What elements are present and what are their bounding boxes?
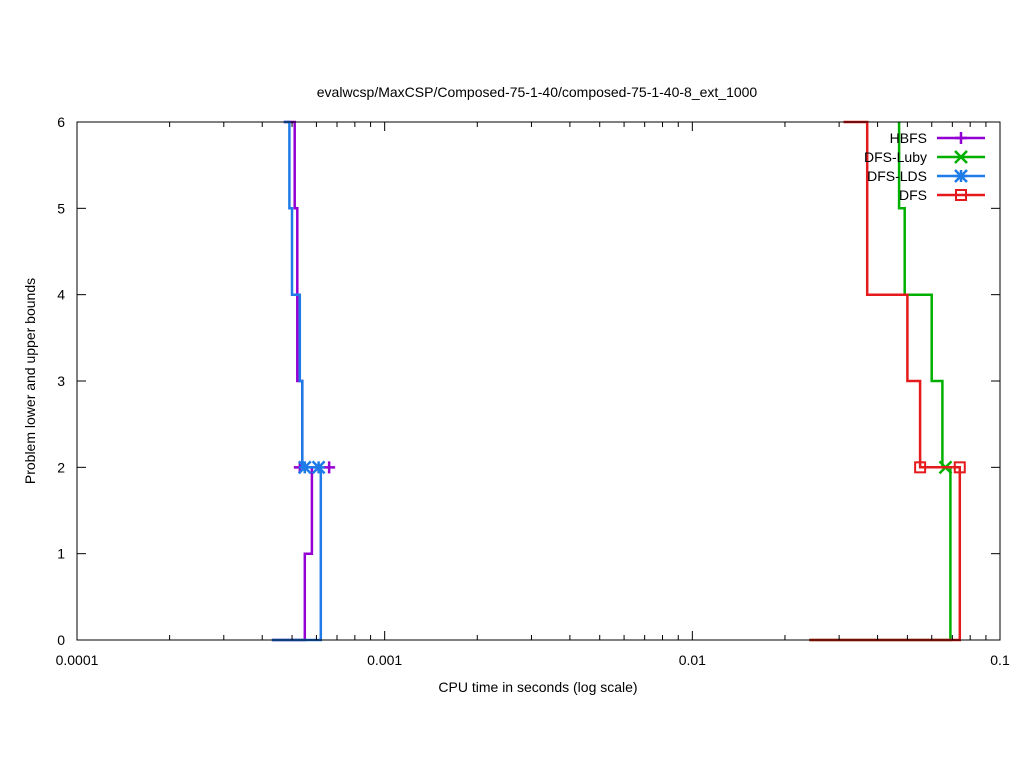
legend-marker-dfs	[955, 189, 967, 201]
plot-area	[271, 120, 966, 642]
legend-marker-hbfs	[955, 132, 967, 144]
series-line-lower-dfs-lds	[271, 466, 323, 642]
data-point-dfs-lds	[311, 460, 326, 475]
legend-label-dfs: DFS	[899, 187, 927, 203]
y-axis: 0 1 2 3 4 5 6	[57, 114, 1000, 648]
series-line-lower-dfs-luby	[809, 466, 952, 642]
series-line-upper-dfs-luby	[897, 122, 946, 469]
series-line-lower-dfs	[809, 466, 962, 642]
legend-label-hbfs: HBFS	[890, 130, 927, 146]
y-tick-label: 5	[57, 200, 65, 216]
x-tick-label: 0.01	[679, 652, 706, 668]
y-tick-label: 1	[57, 546, 65, 562]
plot-frame	[76, 121, 1001, 641]
data-point-hbfs	[323, 461, 336, 474]
series-line-upper-dfs	[843, 120, 953, 469]
y-tick-label: 4	[57, 287, 65, 303]
x-tick-label: 0.0001	[56, 652, 99, 668]
y-tick-label: 0	[57, 632, 65, 648]
y-tick-label: 3	[57, 373, 65, 389]
x-axis-label: CPU time in seconds (log scale)	[438, 679, 637, 695]
legend-label-dfs-lds: DFS-LDS	[867, 168, 927, 184]
legend: HBFS DFS-Luby DFS-LDS DFS	[864, 130, 985, 203]
legend-marker-dfs-lds	[954, 169, 968, 183]
y-tick-label: 2	[57, 459, 65, 475]
data-point-dfs	[914, 461, 927, 474]
legend-marker-dfs-luby	[954, 150, 968, 164]
legend-label-dfs-luby: DFS-Luby	[864, 149, 927, 165]
data-point-dfs	[953, 461, 966, 474]
chart-title: evalwcsp/MaxCSP/Composed-75-1-40/compose…	[317, 84, 758, 100]
y-tick-label: 6	[57, 114, 65, 130]
x-axis: 0.0001 0.001 0.01 0.1	[56, 122, 1010, 668]
series-line-lower-hbfs	[271, 466, 319, 642]
data-point-dfs-lds	[297, 460, 312, 475]
x-tick-label: 0.1	[990, 652, 1010, 668]
series-dfs-luby	[809, 122, 953, 642]
y-axis-label: Problem lower and upper bounds	[22, 278, 38, 484]
series-line-upper-dfs-lds	[283, 120, 319, 469]
x-tick-label: 0.001	[367, 652, 402, 668]
